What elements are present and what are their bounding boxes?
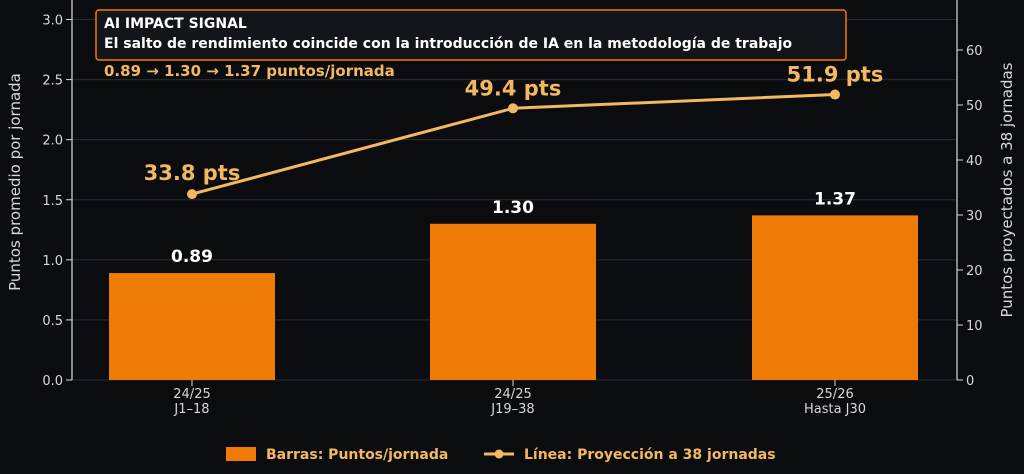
- y-tick-label: 1.5: [42, 194, 63, 209]
- bar-value-label: 1.30: [492, 198, 534, 218]
- y-tick-label: 2.0: [42, 134, 63, 149]
- y-right-tick-label: 50: [966, 99, 983, 114]
- legend: Barras: Puntos/jornada Línea: Proyección…: [226, 447, 776, 463]
- left-ticks: 0.0 0.5 1.0 1.5 2.0 2.5 3.0: [42, 14, 72, 389]
- y-right-tick-label: 0: [966, 374, 974, 389]
- x-tick-label-line: 25/26: [816, 387, 853, 402]
- bar: [752, 215, 918, 380]
- y-tick-label: 2.5: [42, 74, 63, 89]
- y-tick-label: 3.0: [42, 14, 63, 29]
- y-tick-label: 1.0: [42, 254, 63, 269]
- line-value-label: 49.4 pts: [465, 76, 562, 100]
- bar: [109, 273, 275, 380]
- y-right-tick-label: 60: [966, 44, 983, 59]
- line-value-label: 33.8 pts: [144, 161, 241, 185]
- x-tick-label: 24/25 J1–18: [173, 387, 210, 417]
- bar-value-label: 0.89: [171, 247, 213, 267]
- legend-bar-label: Barras: Puntos/jornada: [266, 447, 448, 463]
- bar-value-label: 1.37: [814, 189, 856, 209]
- y-axis-label: Puntos promedio por jornada: [6, 73, 24, 291]
- x-tick-label-line: J19–38: [490, 402, 534, 417]
- annotation-subtitle: El salto de rendimiento coincide con la …: [104, 36, 793, 52]
- x-tick-label: 24/25 J19–38: [490, 387, 534, 417]
- x-tick-label: 25/26 Hasta J30: [804, 387, 866, 417]
- annotation-frame: [95, 9, 847, 61]
- annotation-box: AI IMPACT SIGNAL El salto de rendimiento…: [95, 9, 847, 61]
- y-axis-right-label: Puntos proyectados a 38 jornadas: [998, 62, 1016, 317]
- y-right-tick-label: 30: [966, 209, 983, 224]
- projection-line: 33.8 pts 49.4 pts 51.9 pts: [144, 63, 884, 200]
- y-tick-label: 0.5: [42, 314, 63, 329]
- y-right-tick-label: 10: [966, 319, 983, 334]
- legend-bar-swatch: [226, 447, 256, 461]
- y-right-tick-label: 40: [966, 154, 983, 169]
- y-right-tick-label: 20: [966, 264, 983, 279]
- legend-line-marker: [494, 449, 504, 459]
- line-value-label: 51.9 pts: [787, 63, 884, 87]
- x-tick-label-line: 24/25: [173, 387, 210, 402]
- line-point: [508, 103, 518, 114]
- line-point: [830, 89, 840, 100]
- x-tick-label-line: 24/25: [494, 387, 531, 402]
- x-tick-label-line: Hasta J30: [804, 402, 866, 417]
- annotation-title: AI IMPACT SIGNAL: [104, 16, 247, 32]
- bars: 0.89 1.30 1.37: [109, 189, 918, 380]
- bar: [430, 223, 596, 380]
- line-point: [187, 189, 197, 200]
- legend-line-label: Línea: Proyección a 38 jornadas: [524, 447, 776, 463]
- axes: [71, 0, 958, 380]
- x-tick-label-line: J1–18: [173, 402, 209, 417]
- annotation-progression: 0.89 → 1.30 → 1.37 puntos/jornada: [104, 62, 395, 80]
- right-ticks: 0 10 20 30 40 50 60: [957, 44, 983, 389]
- y-tick-label: 0.0: [42, 374, 63, 389]
